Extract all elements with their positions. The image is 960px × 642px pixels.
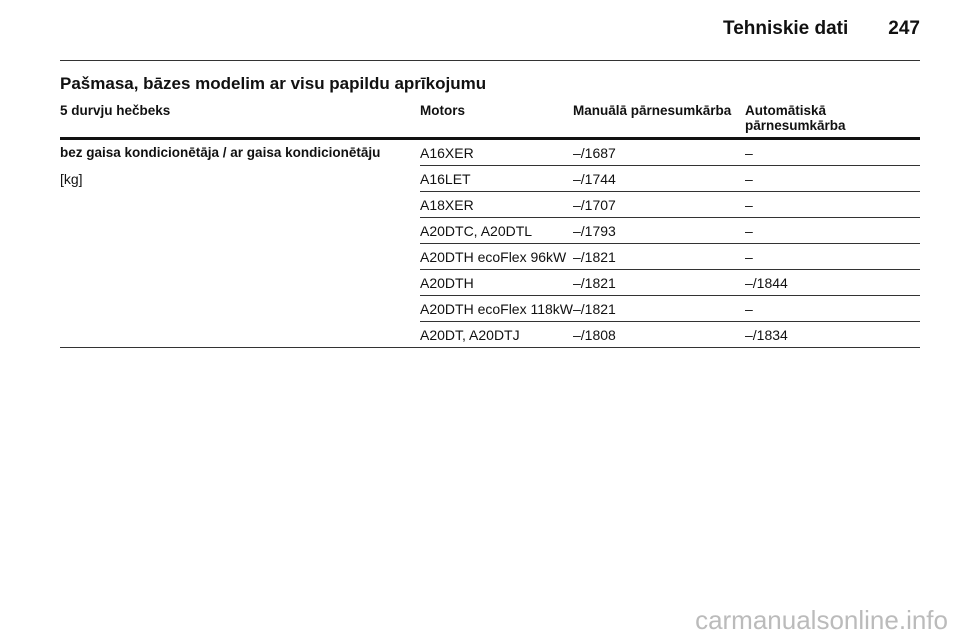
rule (60, 60, 920, 61)
cell: A20DTH (420, 269, 573, 296)
header-title: Tehniskie dati (723, 18, 849, 39)
column-header: Motors (420, 103, 573, 140)
cell: –/1707 (573, 191, 745, 218)
cell: – (745, 243, 920, 270)
cell: –/1793 (573, 217, 745, 244)
page-number: 247 (888, 18, 920, 39)
table-row: A20DTH ecoFlex 118kW –/1821– (60, 295, 920, 322)
unit-text: [kg] (60, 171, 83, 187)
watermark: carmanualsonline.info (695, 605, 948, 635)
cell: – (745, 165, 920, 192)
table-row: A16LET –/1744– (60, 165, 920, 192)
table-row: A20DTC, A20DTL –/1793– (60, 217, 920, 244)
cell: – (745, 191, 920, 218)
cell: – (745, 138, 920, 166)
cell: –/1687 (573, 138, 745, 166)
row-label: bez gaisa kondicionētāja / ar gaisa kond… (60, 138, 420, 348)
cell: A20DTC, A20DTL (420, 217, 573, 244)
cell: –/1821 (573, 269, 745, 296)
table-row: A20DTH –/1821 –/1844 (60, 269, 920, 296)
cell: A20DT, A20DTJ (420, 321, 573, 348)
cell: A20DTH ecoFlex 118kW (420, 295, 573, 322)
label-text: bez gaisa kondicionētāja / ar gaisa kond… (60, 145, 381, 160)
section-title: Pašmasa, bāzes modelim ar visu papildu a… (60, 74, 487, 93)
column-header: 5 durvju hečbeks (60, 103, 420, 140)
cell: A16LET (420, 165, 573, 192)
table-row: A18XER –/1707– (60, 191, 920, 218)
table-row: A20DTH ecoFlex 96kW –/1821– (60, 243, 920, 270)
cell: –/1844 (745, 269, 920, 296)
cell: A20DTH ecoFlex 96kW (420, 243, 573, 270)
cell: – (745, 295, 920, 322)
cell: –/1744 (573, 165, 745, 192)
column-header: Manuālā pārnesumkārba (573, 103, 745, 140)
cell: – (745, 217, 920, 244)
cell: –/1808 (573, 321, 745, 348)
cell: –/1821 (573, 243, 745, 270)
table: 5 durvju hečbeks Motors Manuālā pārnesumkā… (60, 103, 920, 348)
column-header: Automātiskā pārnesumkārba (745, 103, 920, 140)
table-row: A20DT, A20DTJ –/1808 –/1834 (60, 321, 920, 348)
header: Tehniskie dati 247 (723, 18, 920, 40)
table-row: bez gaisa kondicionētāja / ar gaisa kond… (60, 138, 920, 348)
cell: –/1821 (573, 295, 745, 322)
cell: –/1834 (745, 321, 920, 348)
cell: A16XER (420, 138, 573, 166)
cell: A18XER (420, 191, 573, 218)
